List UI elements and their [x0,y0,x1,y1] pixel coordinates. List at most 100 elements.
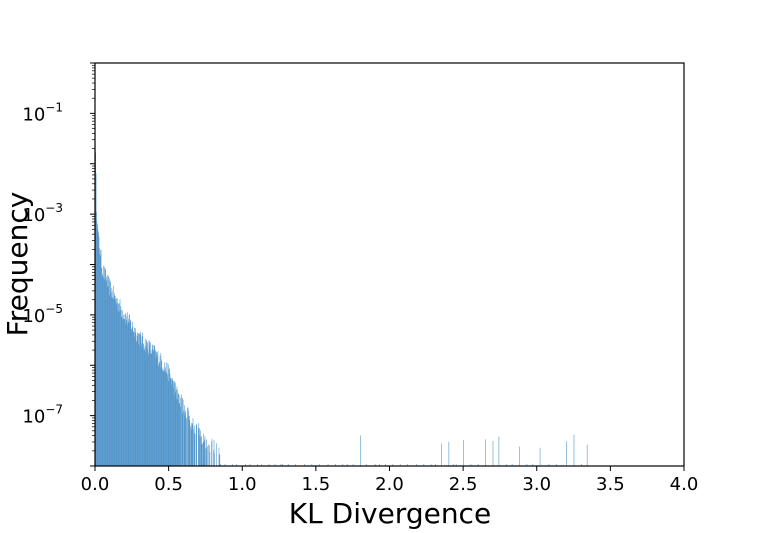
histogram-bar [172,379,173,466]
histogram-bar [193,429,194,466]
histogram-bar [204,439,205,466]
histogram-bar [159,355,161,466]
histogram-bar [135,328,137,466]
histogram-bar [198,435,200,466]
histogram-bar [477,463,479,466]
histogram-bar [163,370,164,466]
histogram-bar [184,415,186,466]
histogram-bar [148,355,149,466]
histogram-bar [430,463,432,466]
histogram-bar [167,377,168,466]
histogram-bar [115,298,116,466]
histogram-bar [122,310,123,466]
histogram-bar [165,362,167,466]
histogram-bar [173,381,174,466]
histogram-bar [135,340,137,466]
histogram-bar [171,380,173,466]
histogram-bar [245,463,246,466]
histogram-bar [119,303,120,466]
histogram-bar [157,352,158,466]
histogram-bar [159,363,160,466]
histogram-bar [205,448,207,466]
histogram-bar [120,309,122,466]
histogram-bar [171,384,172,466]
histogram-bar [505,463,507,466]
histogram-bar [128,314,130,466]
histogram-bar [146,348,148,466]
histogram-bar [122,319,124,466]
histogram-bar [97,224,99,466]
histogram-bar [181,413,183,466]
histogram-bar [185,412,186,466]
histogram-bar [176,398,177,466]
histogram-bar [470,463,472,466]
histogram-bar [170,377,172,466]
histogram-bar [149,341,151,466]
histogram-bar [189,415,190,466]
histogram-bar [231,463,233,466]
histogram-bar [149,344,150,466]
histogram-bar [144,338,146,466]
histogram-bar [304,463,305,466]
histogram-bar [145,345,147,466]
y-tick-label: 10−7 [22,403,63,428]
histogram-bar [206,439,207,466]
histogram-bar [200,430,201,466]
histogram-bar [441,443,442,466]
histogram-bar [128,318,129,466]
histogram-bar [179,395,181,466]
histogram-bar [548,463,550,466]
histogram-bar [121,316,123,466]
histogram-bar [127,312,128,466]
histogram-bar [106,286,108,466]
histogram-bar [113,285,114,466]
histogram-bar [163,370,165,466]
histogram-bar [98,231,99,466]
histogram-bar [120,306,122,466]
histogram-bar [416,463,417,466]
x-tick-label: 1.5 [302,474,331,495]
histogram-bar [102,274,104,466]
histogram-bar [115,301,117,466]
histogram-bar [137,336,139,466]
histogram-bar [163,371,165,466]
histogram-bar [423,463,425,466]
histogram-bar [136,335,138,466]
histogram-bar [188,410,189,466]
histogram-bar [145,352,146,466]
histogram-bar [106,279,108,466]
histogram-bar [463,440,464,466]
histogram-bar [199,428,200,466]
histogram-bar [134,337,136,466]
histogram-bar [127,325,129,466]
histogram-bar [174,383,176,466]
histogram-bar [236,463,238,466]
histogram-bar [566,441,567,466]
histogram-bar [153,345,155,466]
histogram-bar [117,309,118,466]
histogram-bar [132,321,133,466]
histogram-bar [498,436,500,466]
histogram-bar [169,373,171,466]
histogram-bar [407,463,408,466]
histogram-bar [580,463,582,466]
histogram-bar [103,278,105,466]
histogram-bar [539,447,541,466]
histogram-bar [168,369,170,466]
histogram-bar [151,353,152,466]
histogram-bar [219,455,220,466]
histogram-bar [140,336,142,466]
histogram-bar [144,347,146,466]
histogram-bar [179,398,181,466]
histogram-bar [392,463,394,466]
histogram-bar [186,417,188,466]
histogram-bar [151,345,153,466]
histogram-bar [118,303,120,466]
histogram-bar [154,346,155,466]
histogram-bar [152,348,153,466]
histogram-bar [256,463,258,466]
histogram-bar [189,420,191,466]
histogram-bar [102,276,103,466]
x-tick-label: 2.0 [375,474,404,495]
